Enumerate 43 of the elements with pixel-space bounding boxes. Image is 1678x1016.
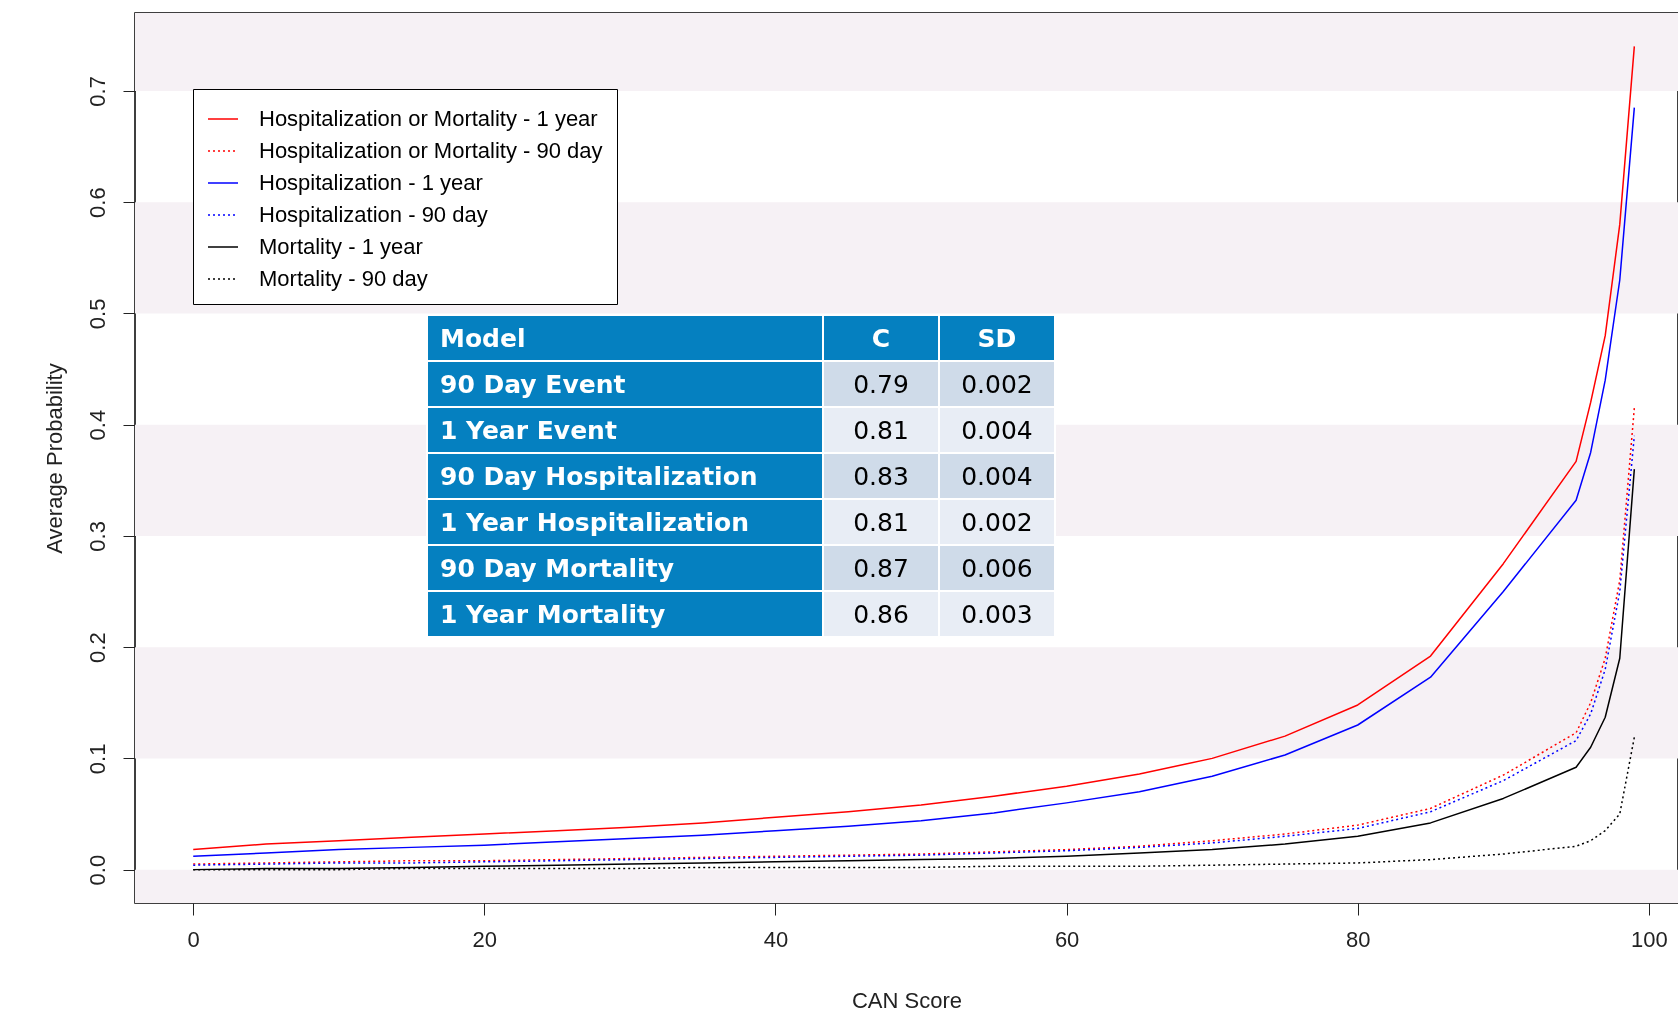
annotation: 1 Year Event	[427, 407, 823, 453]
annotation: 90 Day Event	[427, 361, 823, 407]
x-tick-label: 60	[1054, 926, 1080, 952]
annotation: 0.004	[939, 453, 1055, 499]
annotation: 0.83	[823, 453, 939, 499]
y-tick-label: 0.3	[84, 521, 110, 552]
legend-label: Hospitalization - 1 year	[259, 170, 483, 195]
legend-label: Hospitalization - 90 day	[259, 202, 488, 227]
x-tick-label: 40	[763, 926, 789, 952]
annotation: 0.004	[939, 407, 1055, 453]
annotation: 0.81	[823, 407, 939, 453]
annotation: 1 Year Hospitalization	[427, 499, 823, 545]
annotation: 0.003	[939, 591, 1055, 637]
annotation: Model	[427, 315, 823, 361]
x-tick-label: 80	[1346, 926, 1371, 952]
annotation: 0.006	[939, 545, 1055, 591]
annotation: 0.81	[823, 499, 939, 545]
annotation: 0.79	[823, 361, 939, 407]
y-tick-label: 0.0	[84, 854, 110, 886]
x-axis-title: CAN Score	[851, 987, 963, 1013]
annotation: 90 Day Hospitalization	[427, 453, 823, 499]
x-tick-label: 100	[1631, 926, 1668, 952]
legend-label: Mortality - 1 year	[259, 234, 423, 259]
annotation: 0.002	[939, 361, 1055, 407]
annotation: 0.87	[823, 545, 939, 591]
annotation: C	[823, 315, 939, 361]
x-tick-label: 20	[472, 926, 498, 952]
y-tick-label: 0.1	[84, 743, 110, 775]
annotation: 90 Day Mortality	[427, 545, 823, 591]
legend-label: Mortality - 90 day	[259, 266, 428, 291]
y-tick-label: 0.2	[84, 632, 110, 663]
y-tick-label: 0.4	[84, 409, 110, 441]
y-tick-label: 0.7	[84, 76, 110, 107]
legend-label: Hospitalization or Mortality - 90 day	[259, 138, 603, 163]
annotation: 1 Year Mortality	[427, 591, 823, 637]
annotation: SD	[939, 315, 1055, 361]
annotation: 0.86	[823, 591, 939, 637]
y-axis-title: Average Probability	[41, 363, 67, 554]
annotation: 0.002	[939, 499, 1055, 545]
y-tick-label: 0.5	[84, 298, 110, 330]
y-tick-label: 0.6	[84, 187, 110, 218]
x-tick-label: 0	[187, 926, 200, 952]
legend-label: Hospitalization or Mortality - 1 year	[259, 106, 598, 131]
